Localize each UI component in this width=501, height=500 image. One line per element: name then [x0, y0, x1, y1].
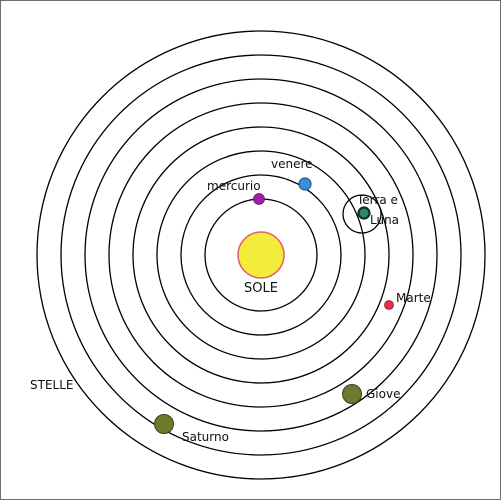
terra-planet	[357, 206, 371, 220]
label-terra-line1: Terra e	[356, 193, 398, 207]
marte-planet	[384, 300, 394, 310]
label-sole: SOLE	[244, 281, 278, 296]
label-marte: Marte	[396, 291, 431, 305]
label-stelle: STELLE	[30, 378, 73, 392]
orbit-marte	[108, 102, 414, 408]
orbit-giove	[84, 78, 438, 432]
orbit-venere	[156, 150, 366, 360]
label-mercurio: mercurio	[207, 179, 261, 193]
label-terra-line2: Luna	[370, 213, 399, 227]
giove-planet	[342, 384, 362, 404]
orbit-mercurio	[180, 174, 342, 336]
orbit-terra-luna	[342, 194, 382, 234]
label-venere: venere	[271, 157, 313, 171]
mercurio-planet	[253, 193, 265, 205]
sun	[237, 231, 285, 279]
label-giove: Giove	[366, 387, 400, 401]
orbit-stelle	[36, 30, 486, 480]
saturno-planet	[154, 414, 174, 434]
label-saturno: Saturno	[182, 430, 229, 444]
orbit-sole	[132, 126, 390, 384]
orbit-saturno	[60, 54, 462, 456]
venere-planet	[298, 177, 312, 191]
